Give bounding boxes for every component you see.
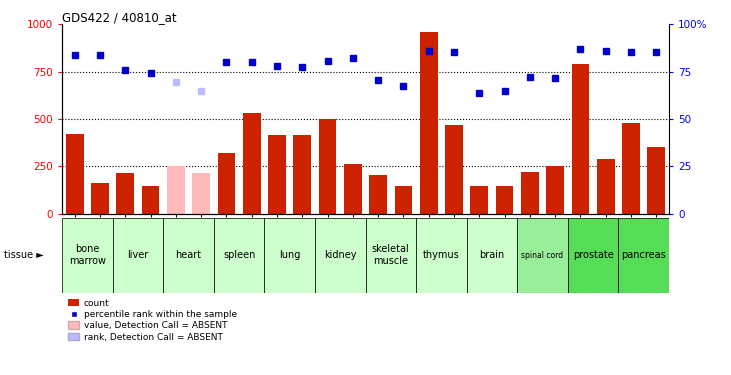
Bar [648, 147, 665, 214]
Bar [420, 32, 438, 214]
Bar [568, 217, 618, 292]
Bar [243, 113, 260, 214]
Bar [167, 166, 185, 214]
Bar [91, 183, 109, 214]
Text: thymus: thymus [423, 250, 460, 260]
Bar [518, 217, 568, 292]
Text: pancreas: pancreas [621, 250, 666, 260]
Text: spinal cord: spinal cord [521, 251, 564, 260]
Bar [116, 173, 135, 214]
Bar [395, 186, 412, 214]
Text: lung: lung [279, 250, 300, 260]
Legend: count, percentile rank within the sample, value, Detection Call = ABSENT, rank, : count, percentile rank within the sample… [67, 297, 239, 344]
Bar [218, 153, 235, 214]
Bar [596, 159, 615, 214]
Text: prostate: prostate [572, 250, 613, 260]
Bar [618, 217, 669, 292]
Bar [113, 217, 163, 292]
Bar [192, 173, 210, 214]
Bar [213, 217, 265, 292]
Bar [293, 135, 311, 214]
Bar [445, 125, 463, 214]
Bar [366, 217, 416, 292]
Text: bone
marrow: bone marrow [69, 244, 106, 266]
Text: liver: liver [127, 250, 148, 260]
Bar [572, 64, 589, 214]
Bar [268, 135, 286, 214]
Bar [315, 217, 366, 292]
Bar [471, 186, 488, 214]
Bar [466, 217, 518, 292]
Text: brain: brain [480, 250, 504, 260]
Bar [344, 164, 362, 214]
Bar [496, 186, 513, 214]
Text: tissue ►: tissue ► [4, 250, 43, 260]
Bar [369, 175, 387, 214]
Text: heart: heart [175, 250, 202, 260]
Text: GDS422 / 40810_at: GDS422 / 40810_at [62, 11, 177, 24]
Bar [163, 217, 213, 292]
Bar [521, 172, 539, 214]
Bar [265, 217, 315, 292]
Bar [319, 119, 336, 214]
Bar [142, 186, 159, 214]
Bar [622, 123, 640, 214]
Bar [62, 217, 113, 292]
Text: spleen: spleen [223, 250, 255, 260]
Bar [66, 134, 83, 214]
Bar [416, 217, 466, 292]
Text: skeletal
muscle: skeletal muscle [372, 244, 409, 266]
Text: kidney: kidney [324, 250, 357, 260]
Bar [546, 166, 564, 214]
